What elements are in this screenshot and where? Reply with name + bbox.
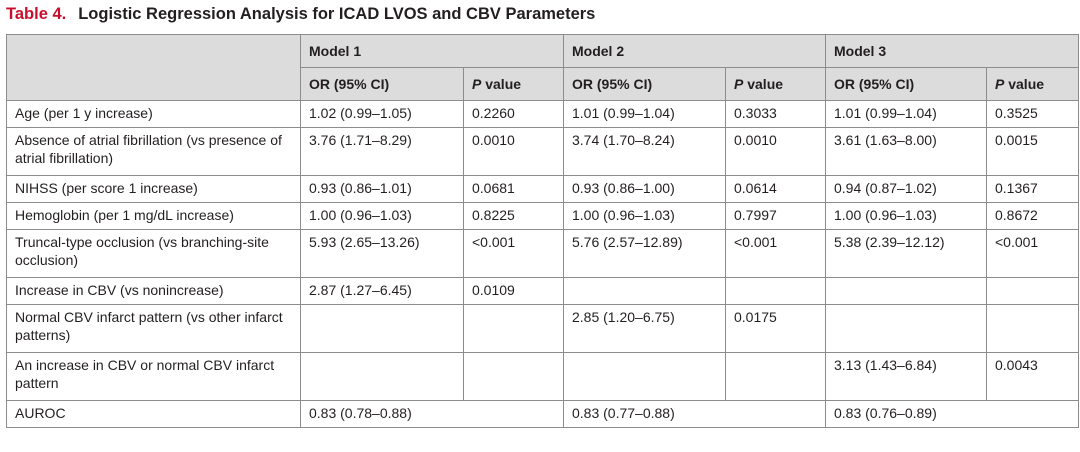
m2-p: 0.0614 [725, 175, 826, 203]
row-label: NIHSS (per score 1 increase) [6, 175, 301, 203]
header-or-3: OR (95% CI) [825, 67, 987, 101]
auroc-model-2: 0.83 (0.77–0.88) [563, 400, 826, 428]
m1-p [463, 352, 564, 401]
header-p-2: P value [725, 67, 826, 101]
row-label: Normal CBV infarct pattern (vs other inf… [6, 304, 301, 353]
table-row: Hemoglobin (per 1 mg/dL increase) 1.00 (… [6, 202, 1079, 230]
m1-p: 0.0681 [463, 175, 564, 203]
m1-or: 5.93 (2.65–13.26) [300, 229, 464, 278]
m1-or: 0.93 (0.86–1.01) [300, 175, 464, 203]
header-or-2: OR (95% CI) [563, 67, 726, 101]
m3-p: 0.0015 [986, 127, 1079, 176]
p-rest: value [743, 76, 784, 92]
m1-p: 0.0109 [463, 277, 564, 305]
m2-p [725, 277, 826, 305]
table-row: Increase in CBV (vs nonincrease) 2.87 (1… [6, 277, 1079, 305]
m1-or: 1.02 (0.99–1.05) [300, 100, 464, 128]
auroc-row: AUROC 0.83 (0.78–0.88) 0.83 (0.77–0.88) … [6, 400, 1079, 428]
auroc-model-1: 0.83 (0.78–0.88) [300, 400, 564, 428]
table-caption: Table 4. Logistic Regression Analysis for… [6, 5, 595, 24]
m3-p: 0.8672 [986, 202, 1079, 230]
m1-or: 3.76 (1.71–8.29) [300, 127, 464, 176]
m3-p [986, 277, 1079, 305]
row-label: Increase in CBV (vs nonincrease) [6, 277, 301, 305]
m3-p [986, 304, 1079, 353]
m1-p: 0.8225 [463, 202, 564, 230]
m1-p: 0.2260 [463, 100, 564, 128]
table-row: Truncal-type occlusion (vs branching-sit… [6, 229, 1079, 278]
m1-or [300, 352, 464, 401]
header-blank-cell [6, 34, 301, 101]
m1-p: <0.001 [463, 229, 564, 278]
m3-or [825, 304, 987, 353]
table-row: Age (per 1 y increase) 1.02 (0.99–1.05) … [6, 100, 1079, 128]
p-rest: value [1004, 76, 1045, 92]
header-p-3: P value [986, 67, 1079, 101]
row-label: Hemoglobin (per 1 mg/dL increase) [6, 202, 301, 230]
m1-p: 0.0010 [463, 127, 564, 176]
p-rest: value [481, 76, 522, 92]
header-model-3: Model 3 [825, 34, 1079, 68]
m2-p: 0.0010 [725, 127, 826, 176]
header-model-2: Model 2 [563, 34, 826, 68]
m3-p: <0.001 [986, 229, 1079, 278]
auroc-model-3: 0.83 (0.76–0.89) [825, 400, 1079, 428]
m2-p: 0.3033 [725, 100, 826, 128]
row-label: Absence of atrial fibrillation (vs prese… [6, 127, 301, 176]
table-row: Normal CBV infarct pattern (vs other inf… [6, 304, 1079, 353]
m2-or [563, 352, 726, 401]
m2-p: 0.7997 [725, 202, 826, 230]
p-italic: P [472, 76, 482, 92]
header-model-1: Model 1 [300, 34, 564, 68]
m3-or: 3.61 (1.63–8.00) [825, 127, 987, 176]
m2-or: 3.74 (1.70–8.24) [563, 127, 726, 176]
table-number: Table 4. [6, 5, 67, 23]
m3-or: 1.01 (0.99–1.04) [825, 100, 987, 128]
m3-or: 5.38 (2.39–12.12) [825, 229, 987, 278]
row-label: Age (per 1 y increase) [6, 100, 301, 128]
table-row: An increase in CBV or normal CBV infarct… [6, 352, 1079, 401]
m2-or: 2.85 (1.20–6.75) [563, 304, 726, 353]
auroc-label: AUROC [6, 400, 301, 428]
row-label: An increase in CBV or normal CBV infarct… [6, 352, 301, 401]
header-row-models: Model 1 Model 2 Model 3 [6, 34, 1079, 101]
m2-or: 0.93 (0.86–1.00) [563, 175, 726, 203]
table-row: NIHSS (per score 1 increase) 0.93 (0.86–… [6, 175, 1079, 203]
m3-or: 0.94 (0.87–1.02) [825, 175, 987, 203]
m3-p: 0.3525 [986, 100, 1079, 128]
m2-p: <0.001 [725, 229, 826, 278]
m1-or [300, 304, 464, 353]
m1-or: 2.87 (1.27–6.45) [300, 277, 464, 305]
p-italic: P [995, 76, 1005, 92]
m2-p: 0.0175 [725, 304, 826, 353]
p-italic: P [734, 76, 744, 92]
m3-p: 0.1367 [986, 175, 1079, 203]
m2-or [563, 277, 726, 305]
m2-p [725, 352, 826, 401]
m3-or: 1.00 (0.96–1.03) [825, 202, 987, 230]
regression-table: Model 1 Model 2 Model 3 OR (95% CI) P va… [6, 34, 1079, 428]
header-row-stats: OR (95% CI) P value OR (95% CI) P value … [7, 67, 1079, 101]
m2-or: 5.76 (2.57–12.89) [563, 229, 726, 278]
m2-or: 1.01 (0.99–1.04) [563, 100, 726, 128]
m1-or: 1.00 (0.96–1.03) [300, 202, 464, 230]
header-p-1: P value [463, 67, 564, 101]
m1-p [463, 304, 564, 353]
header-or-1: OR (95% CI) [300, 67, 464, 101]
table-title: Logistic Regression Analysis for ICAD LV… [78, 5, 596, 23]
row-label: Truncal-type occlusion (vs branching-sit… [6, 229, 301, 278]
m3-or: 3.13 (1.43–6.84) [825, 352, 987, 401]
m3-or [825, 277, 987, 305]
m3-p: 0.0043 [986, 352, 1079, 401]
m2-or: 1.00 (0.96–1.03) [563, 202, 726, 230]
table-row: Absence of atrial fibrillation (vs prese… [6, 127, 1079, 176]
